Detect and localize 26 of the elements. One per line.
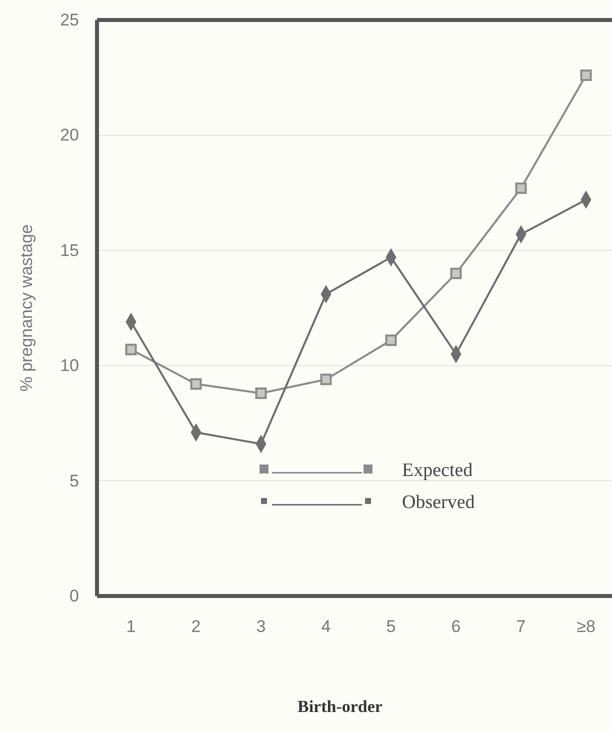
- x-tick-label: 1: [126, 617, 136, 636]
- x-tick-label: 5: [386, 617, 396, 636]
- y-tick-label: 20: [60, 126, 79, 145]
- x-tick-label: 3: [256, 617, 266, 636]
- x-tick-label: 6: [451, 617, 461, 636]
- x-tick-label: 7: [516, 617, 526, 636]
- point: [255, 388, 267, 399]
- point: [385, 334, 397, 346]
- y-tick-label: 15: [60, 240, 79, 260]
- y-tick-label: 10: [60, 356, 79, 376]
- legend-label: Expected: [402, 460, 474, 481]
- x-axis-title: Birth-order: [298, 697, 383, 716]
- x-tick-label: 4: [321, 617, 331, 636]
- x-tick-label: ≥8: [576, 617, 596, 636]
- legend-label: Observed: [402, 492, 476, 513]
- point: [190, 378, 202, 390]
- point: [580, 70, 592, 82]
- y-tick-label: 25: [60, 10, 79, 30]
- y-axis-title: % pregnancy wastage: [17, 224, 36, 392]
- point: [515, 182, 527, 194]
- point: [320, 374, 332, 386]
- point: [450, 268, 462, 280]
- point: [125, 344, 137, 356]
- x-tick-label: 2: [191, 617, 201, 636]
- y-tick-label: 0: [70, 586, 79, 606]
- y-tick-label: 5: [70, 471, 79, 490]
